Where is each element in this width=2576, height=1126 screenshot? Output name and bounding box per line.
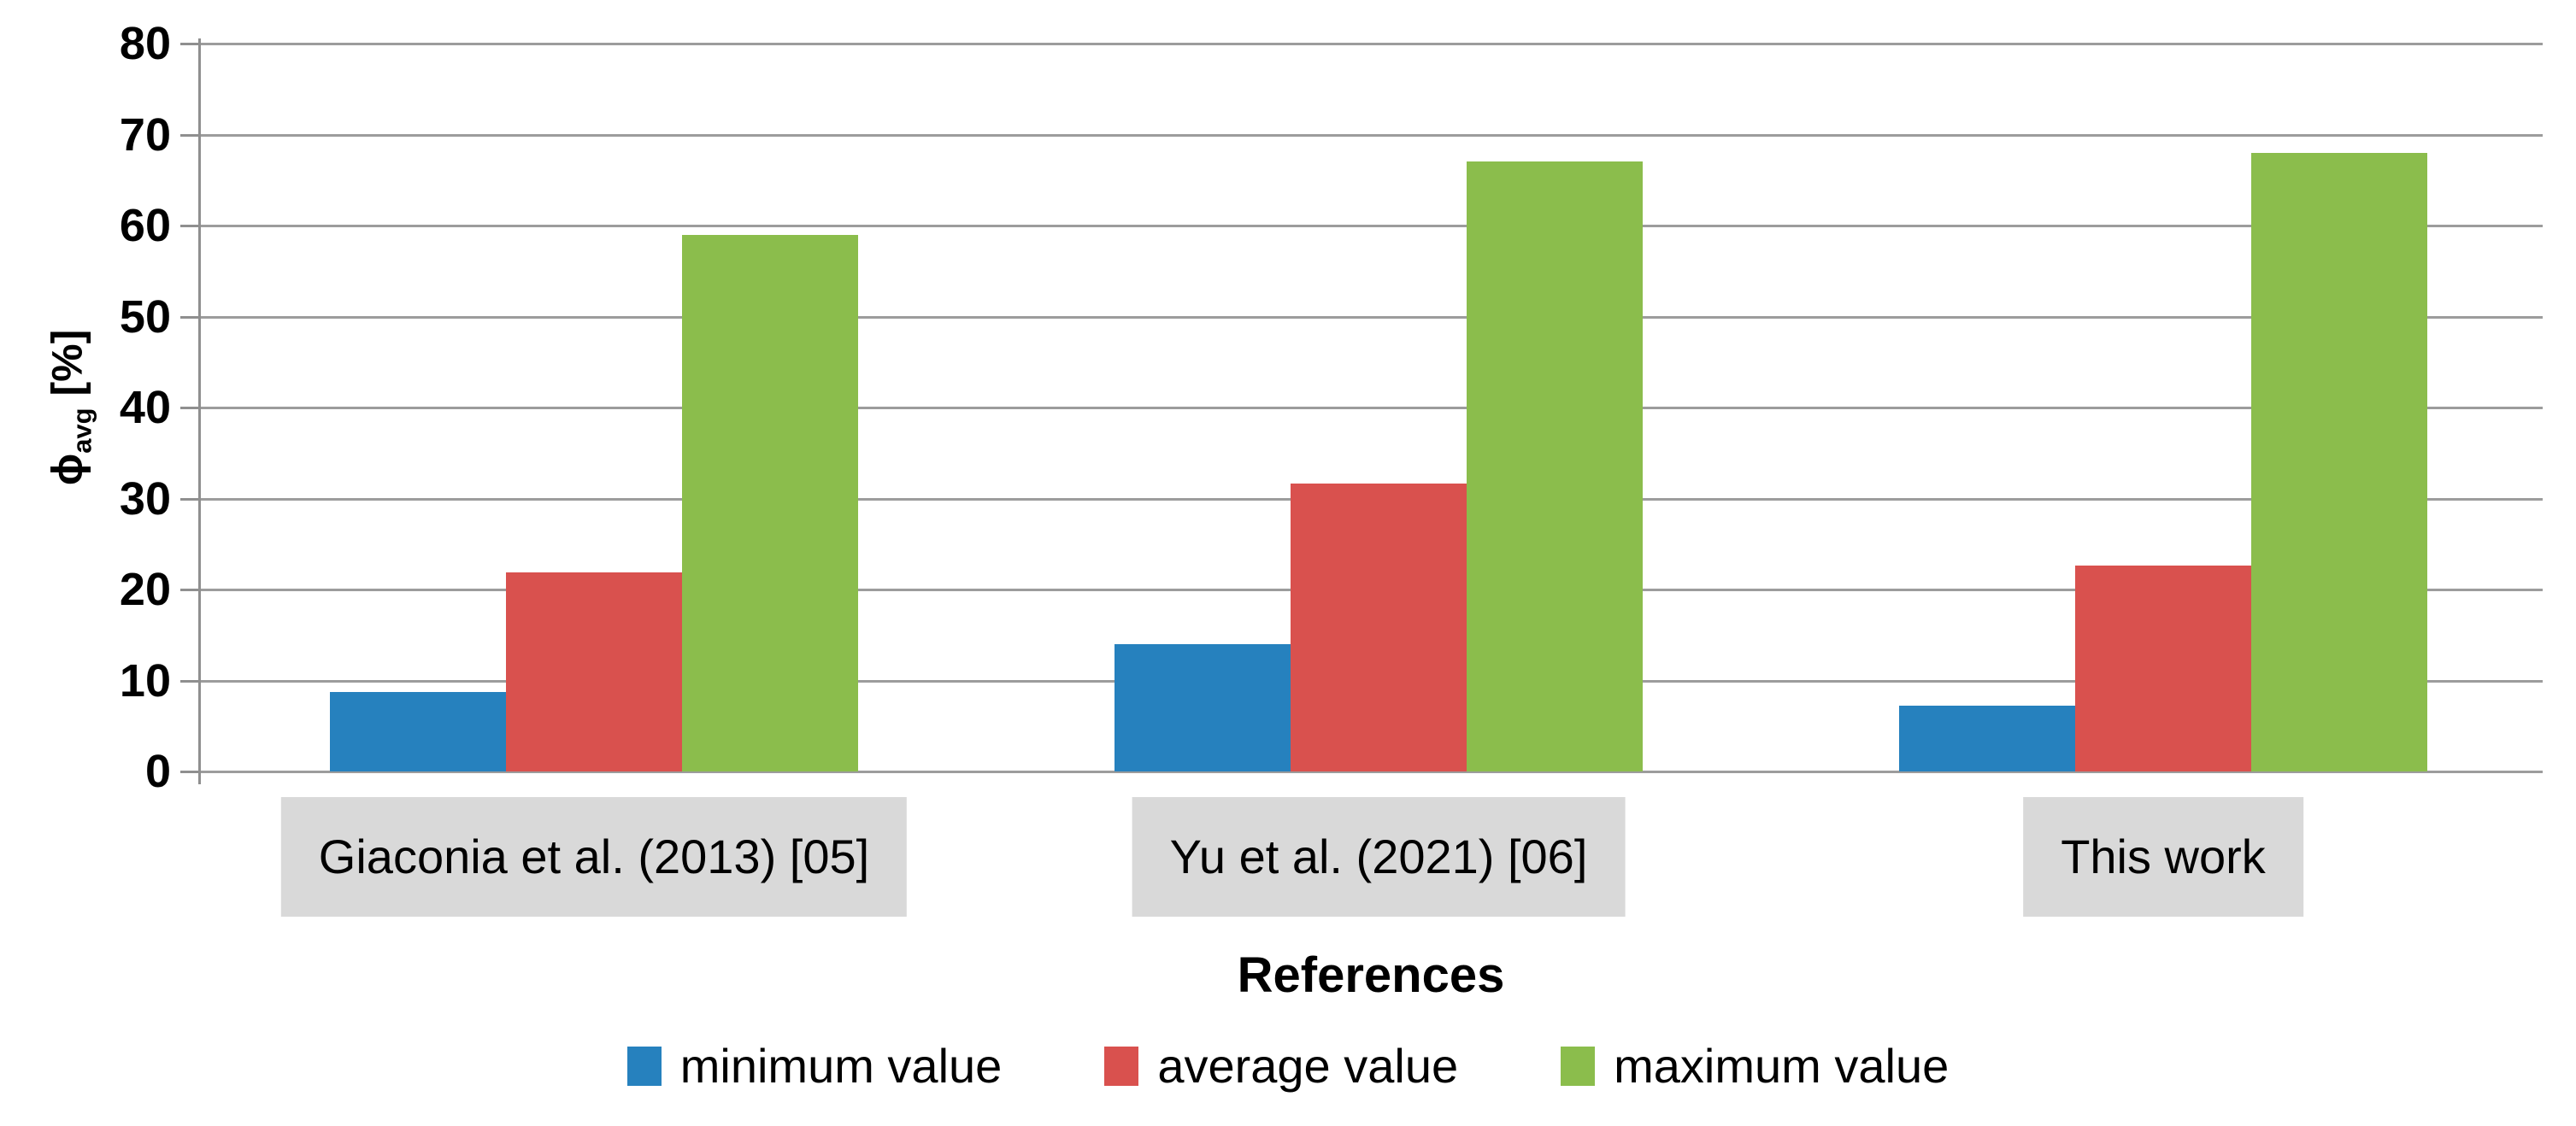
bar-minimum-value-category-0 <box>330 692 506 771</box>
gridline-y-40 <box>199 407 2543 409</box>
gridline-y-0 <box>199 771 2543 773</box>
bar-maximum-value-category-2 <box>2251 152 2427 771</box>
y-tick-mark-60 <box>180 225 201 227</box>
y-tick-label-10: 10 <box>119 654 171 707</box>
y-tick-mark-70 <box>180 133 201 137</box>
bar-average-value-category-2 <box>2075 566 2251 771</box>
y-tick-label-60: 60 <box>119 200 171 251</box>
legend-item-average-value: average value <box>1104 1042 1458 1090</box>
gridline-y-70 <box>199 133 2543 137</box>
y-tick-mark-40 <box>180 407 201 409</box>
gridline-y-50 <box>199 315 2543 319</box>
x-axis-title: References <box>1237 947 1505 1003</box>
y-tick-label-70: 70 <box>119 108 171 161</box>
category-label-0: Giaconia et al. (2013) [05] <box>280 797 908 917</box>
bar-minimum-value-category-2 <box>1899 706 2075 771</box>
legend-item-maximum-value: maximum value <box>1561 1042 1949 1090</box>
legend-item-minimum-value: minimum value <box>626 1039 1003 1093</box>
gridline-y-80 <box>199 43 2543 45</box>
legend-label-minimum-value: minimum value <box>679 1039 1003 1093</box>
legend-swatch-average-value <box>1104 1047 1139 1086</box>
legend-label-average-value: average value <box>1157 1039 1459 1093</box>
bar-average-value-category-0 <box>506 572 682 771</box>
y-tick-label-50: 50 <box>119 290 171 343</box>
y-tick-mark-10 <box>180 679 201 683</box>
bar-maximum-value-category-0 <box>682 234 858 771</box>
legend: minimum value average value maximum value <box>0 1042 2576 1090</box>
y-tick-mark-0 <box>180 771 201 773</box>
y-tick-label-0: 0 <box>144 746 171 797</box>
legend-label-maximum-value: maximum value <box>1614 1039 1950 1093</box>
y-tick-label-30: 30 <box>119 472 171 525</box>
y-tick-label-80: 80 <box>119 18 171 69</box>
y-tick-mark-30 <box>180 497 201 501</box>
y-tick-label-20: 20 <box>119 564 171 615</box>
y-tick-mark-80 <box>180 43 201 45</box>
y-tick-mark-20 <box>180 589 201 591</box>
category-label-2: This work <box>2023 797 2303 917</box>
bar-maximum-value-category-1 <box>1467 161 1643 771</box>
y-tick-mark-50 <box>180 315 201 319</box>
gridline-y-60 <box>199 225 2543 227</box>
legend-swatch-maximum-value <box>1561 1047 1596 1086</box>
legend-swatch-minimum-value <box>626 1047 662 1086</box>
y-tick-label-40: 40 <box>119 382 171 433</box>
bar-average-value-category-1 <box>1291 484 1467 771</box>
y-axis-line <box>198 38 201 784</box>
category-label-1: Yu et al. (2021) [06] <box>1132 797 1626 917</box>
bar-minimum-value-category-1 <box>1115 643 1291 771</box>
